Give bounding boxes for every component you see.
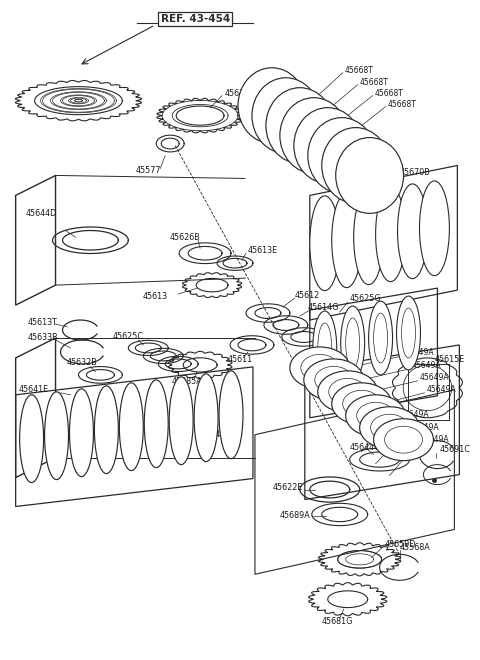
Ellipse shape bbox=[238, 68, 306, 143]
Ellipse shape bbox=[336, 137, 404, 213]
Ellipse shape bbox=[45, 392, 69, 480]
Ellipse shape bbox=[95, 386, 119, 474]
Ellipse shape bbox=[420, 181, 449, 276]
Text: 45649A: 45649A bbox=[420, 435, 449, 444]
Ellipse shape bbox=[371, 414, 408, 441]
Text: 45615E: 45615E bbox=[434, 356, 465, 364]
Text: 45668T: 45668T bbox=[347, 159, 375, 168]
Text: 45668T: 45668T bbox=[374, 89, 404, 98]
Ellipse shape bbox=[266, 88, 334, 164]
Ellipse shape bbox=[315, 366, 353, 393]
Text: 45668T: 45668T bbox=[345, 66, 373, 75]
Text: 45649A: 45649A bbox=[409, 423, 439, 432]
Text: 45626B: 45626B bbox=[170, 233, 201, 242]
Text: 45644C: 45644C bbox=[349, 443, 380, 452]
Ellipse shape bbox=[346, 318, 360, 368]
Ellipse shape bbox=[329, 378, 367, 405]
Ellipse shape bbox=[373, 418, 433, 461]
Text: 45620F: 45620F bbox=[225, 89, 255, 98]
Text: 45668T: 45668T bbox=[370, 179, 398, 188]
Ellipse shape bbox=[354, 190, 384, 284]
Ellipse shape bbox=[357, 403, 395, 429]
Text: 45668T: 45668T bbox=[360, 79, 388, 87]
Ellipse shape bbox=[369, 301, 393, 375]
Text: 45632B: 45632B bbox=[67, 358, 98, 368]
Ellipse shape bbox=[194, 374, 218, 461]
Ellipse shape bbox=[402, 308, 416, 358]
Ellipse shape bbox=[219, 371, 243, 459]
Text: 45649A: 45649A bbox=[426, 385, 456, 394]
Ellipse shape bbox=[290, 347, 350, 389]
Ellipse shape bbox=[397, 184, 428, 279]
Ellipse shape bbox=[384, 426, 422, 453]
Ellipse shape bbox=[294, 108, 361, 183]
Text: 45649A: 45649A bbox=[420, 374, 449, 382]
Ellipse shape bbox=[308, 117, 376, 193]
Text: 45668T: 45668T bbox=[359, 169, 387, 178]
Text: 45577: 45577 bbox=[135, 166, 161, 175]
Text: 45612: 45612 bbox=[295, 290, 320, 300]
Ellipse shape bbox=[360, 407, 420, 449]
Ellipse shape bbox=[301, 354, 339, 381]
Ellipse shape bbox=[346, 395, 406, 437]
Ellipse shape bbox=[20, 395, 44, 482]
Ellipse shape bbox=[280, 98, 348, 174]
Text: 45633B: 45633B bbox=[28, 333, 58, 343]
Ellipse shape bbox=[332, 193, 361, 288]
Ellipse shape bbox=[304, 359, 364, 401]
Ellipse shape bbox=[396, 296, 420, 370]
Text: 45622E: 45622E bbox=[273, 483, 303, 492]
Text: 45644D: 45644D bbox=[25, 209, 57, 218]
Ellipse shape bbox=[318, 371, 378, 412]
Text: 45685A: 45685A bbox=[172, 378, 203, 386]
Ellipse shape bbox=[169, 377, 193, 465]
Text: 45613E: 45613E bbox=[248, 246, 278, 255]
Ellipse shape bbox=[313, 311, 336, 385]
Ellipse shape bbox=[332, 383, 392, 425]
Text: 45649A: 45649A bbox=[405, 348, 434, 358]
Text: 45670B: 45670B bbox=[399, 168, 430, 177]
Text: 45614G: 45614G bbox=[308, 302, 339, 312]
Text: 45568A: 45568A bbox=[399, 543, 430, 552]
Text: 45613T: 45613T bbox=[28, 317, 58, 327]
Ellipse shape bbox=[322, 127, 390, 203]
Text: 45689A: 45689A bbox=[279, 511, 310, 520]
Text: 45641E: 45641E bbox=[19, 385, 49, 394]
Ellipse shape bbox=[120, 383, 144, 471]
Text: 45668T: 45668T bbox=[335, 148, 364, 157]
Ellipse shape bbox=[70, 389, 94, 477]
Text: 45625G: 45625G bbox=[350, 294, 381, 302]
Ellipse shape bbox=[144, 380, 168, 467]
Text: 45691C: 45691C bbox=[439, 445, 470, 454]
Text: 45649A: 45649A bbox=[411, 362, 441, 370]
Text: 45659D: 45659D bbox=[384, 540, 416, 549]
Text: 45611: 45611 bbox=[228, 356, 252, 364]
Text: 45613: 45613 bbox=[143, 292, 168, 300]
Ellipse shape bbox=[343, 390, 381, 417]
Text: 45649A: 45649A bbox=[399, 411, 429, 419]
Text: 45668T: 45668T bbox=[387, 100, 417, 109]
Ellipse shape bbox=[373, 313, 387, 363]
Ellipse shape bbox=[341, 306, 365, 380]
Ellipse shape bbox=[310, 196, 340, 290]
Ellipse shape bbox=[318, 323, 332, 373]
Text: 45621: 45621 bbox=[215, 430, 240, 439]
Ellipse shape bbox=[252, 78, 320, 154]
Text: 45681G: 45681G bbox=[322, 616, 353, 626]
Ellipse shape bbox=[376, 187, 406, 282]
Text: 45625C: 45625C bbox=[113, 333, 144, 341]
Text: REF. 43-454: REF. 43-454 bbox=[160, 14, 230, 24]
